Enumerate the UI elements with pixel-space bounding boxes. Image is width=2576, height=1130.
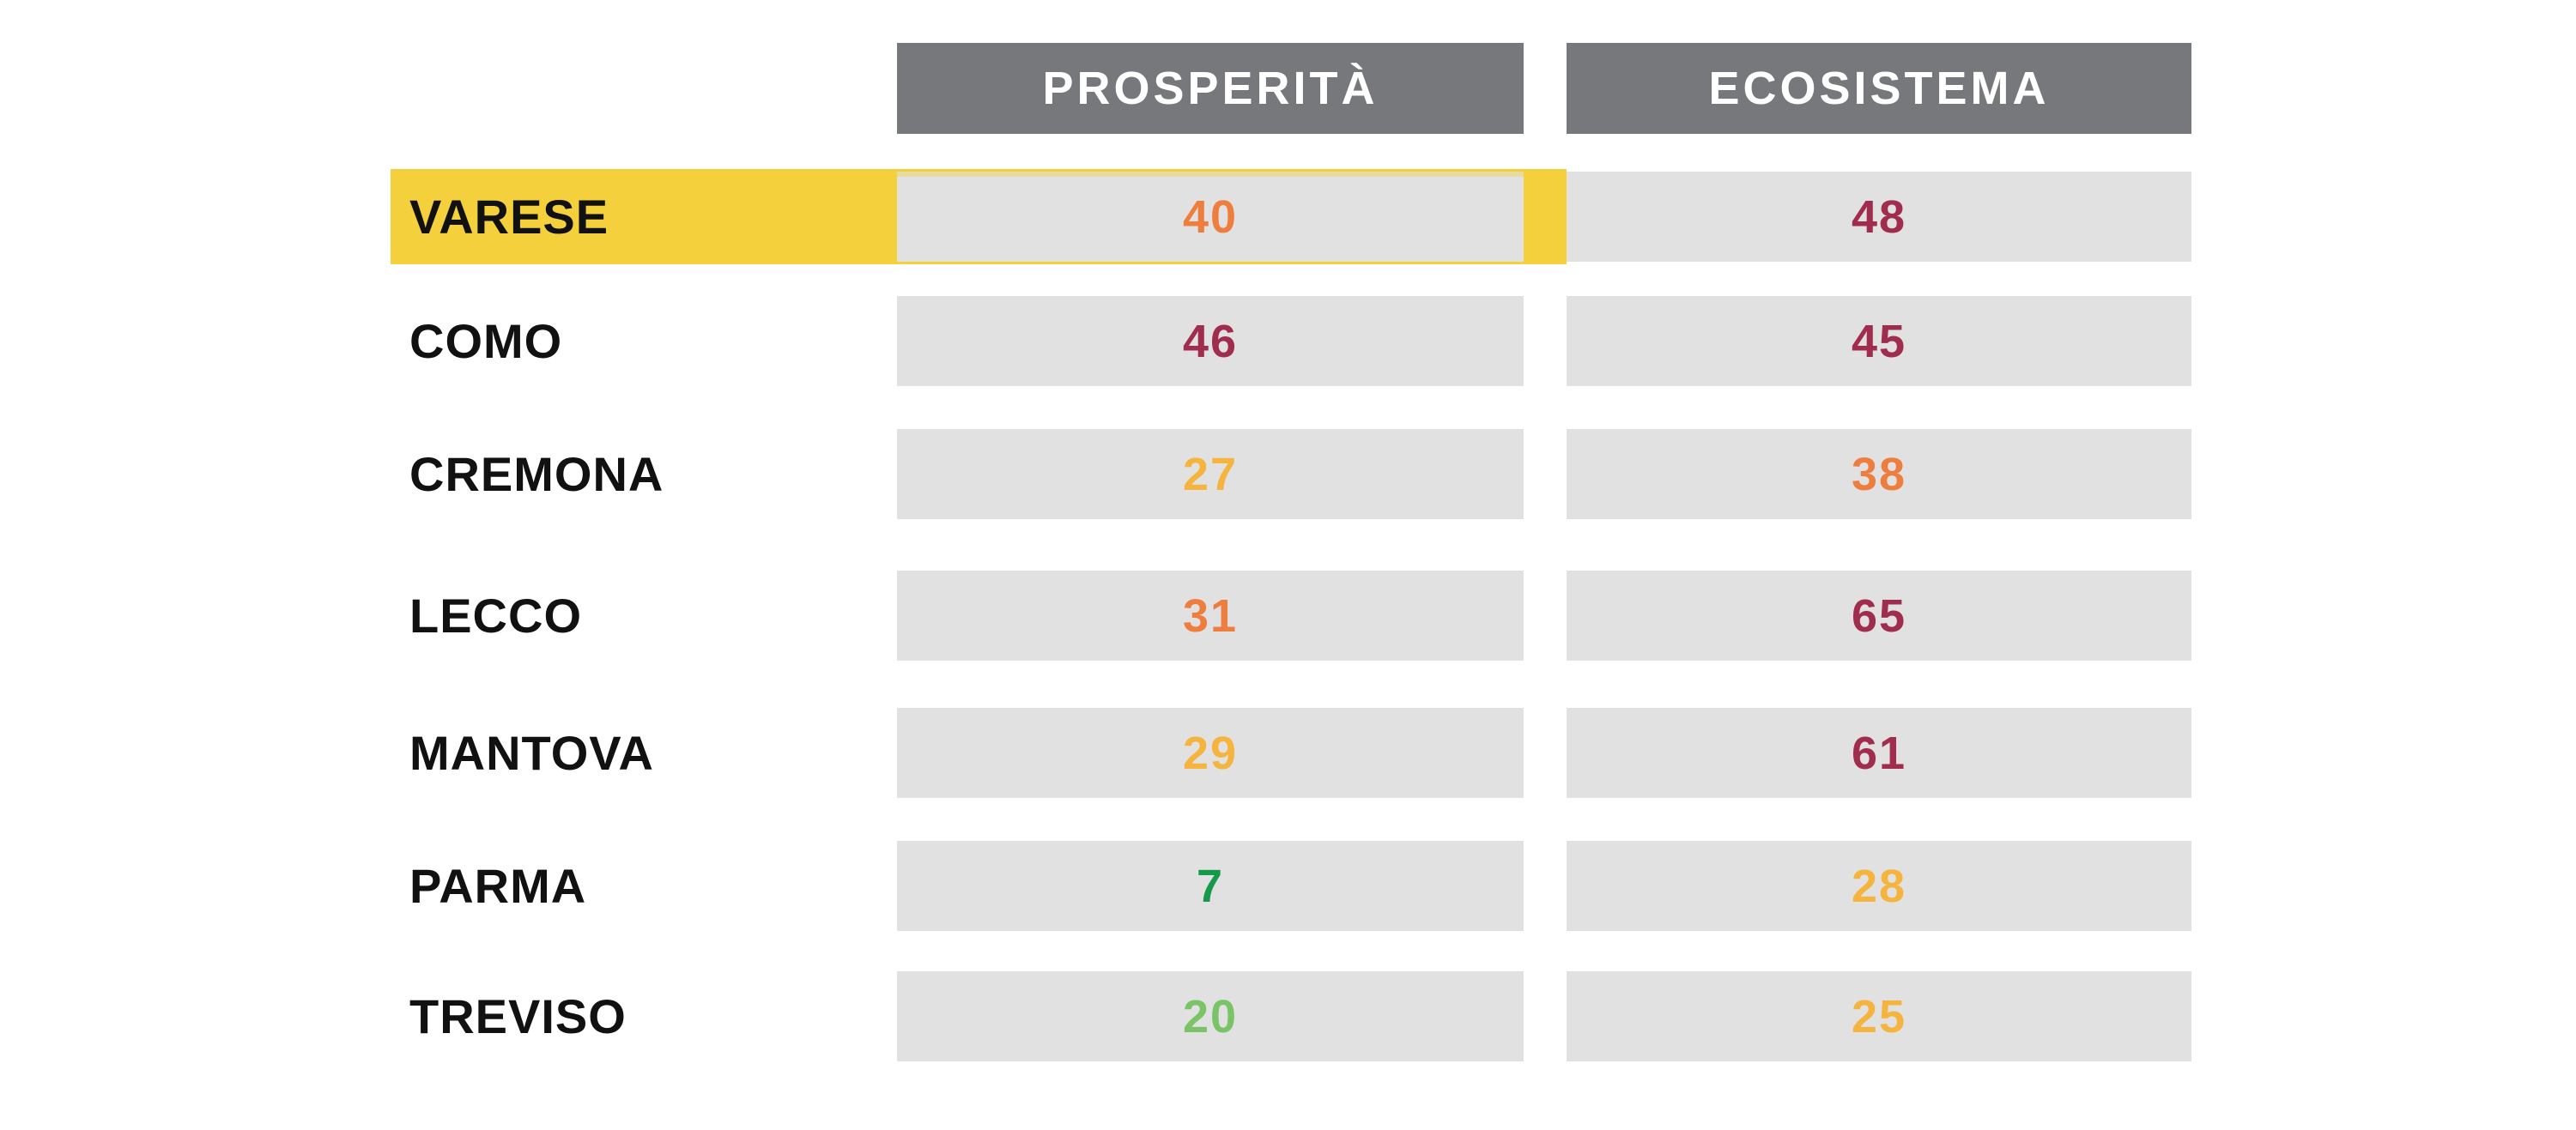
cell-mantova-ecosistema: 61 <box>1567 708 2191 798</box>
row-varese: VARESE 40 48 <box>391 169 2191 264</box>
row-label-cremona: CREMONA <box>409 447 664 501</box>
row-cremona: CREMONA 27 38 <box>391 429 2191 519</box>
row-label-mantova: MANTOVA <box>409 726 654 780</box>
value-treviso-prosperita: 20 <box>1182 990 1239 1042</box>
cell-varese-ecosistema: 48 <box>1567 172 2191 262</box>
row-treviso: TREVISO 20 25 <box>391 971 2191 1061</box>
column-header-prosperita: PROSPERITÀ <box>897 43 1524 134</box>
cell-parma-prosperita: 7 <box>897 841 1524 931</box>
row-label-como: COMO <box>409 314 563 368</box>
value-como-ecosistema: 45 <box>1851 315 1907 367</box>
row-lecco: LECCO 31 65 <box>391 571 2191 661</box>
cell-como-ecosistema: 45 <box>1567 296 2191 386</box>
value-mantova-ecosistema: 61 <box>1851 727 1907 779</box>
cell-treviso-prosperita: 20 <box>897 971 1524 1061</box>
value-parma-prosperita: 7 <box>1196 860 1225 912</box>
value-parma-ecosistema: 28 <box>1851 860 1907 912</box>
cell-lecco-prosperita: 31 <box>897 571 1524 661</box>
column-header-ecosistema: ECOSISTEMA <box>1567 43 2191 134</box>
cell-cremona-ecosistema: 38 <box>1567 429 2191 519</box>
cell-treviso-ecosistema: 25 <box>1567 971 2191 1061</box>
cell-parma-ecosistema: 28 <box>1567 841 2191 931</box>
row-label-lecco: LECCO <box>409 589 582 643</box>
value-treviso-ecosistema: 25 <box>1851 990 1907 1042</box>
value-cremona-prosperita: 27 <box>1182 448 1239 500</box>
cell-como-prosperita: 46 <box>897 296 1524 386</box>
value-cremona-ecosistema: 38 <box>1851 448 1907 500</box>
row-label-varese: VARESE <box>409 190 609 244</box>
value-como-prosperita: 46 <box>1182 315 1239 367</box>
row-como: COMO 46 45 <box>391 296 2191 386</box>
row-label-treviso: TREVISO <box>409 989 627 1043</box>
value-varese-prosperita: 40 <box>1182 190 1239 243</box>
row-mantova: MANTOVA 29 61 <box>391 708 2191 798</box>
cell-lecco-ecosistema: 65 <box>1567 571 2191 661</box>
row-label-parma: PARMA <box>409 859 587 913</box>
row-parma: PARMA 7 28 <box>391 841 2191 931</box>
scores-table: PROSPERITÀ ECOSISTEMA VARESE 40 48 COMO … <box>391 0 2191 1130</box>
cell-cremona-prosperita: 27 <box>897 429 1524 519</box>
cell-mantova-prosperita: 29 <box>897 708 1524 798</box>
value-lecco-ecosistema: 65 <box>1851 589 1907 642</box>
value-mantova-prosperita: 29 <box>1182 727 1239 779</box>
cell-varese-prosperita: 40 <box>897 172 1524 262</box>
value-varese-ecosistema: 48 <box>1851 190 1907 243</box>
value-lecco-prosperita: 31 <box>1182 589 1239 642</box>
